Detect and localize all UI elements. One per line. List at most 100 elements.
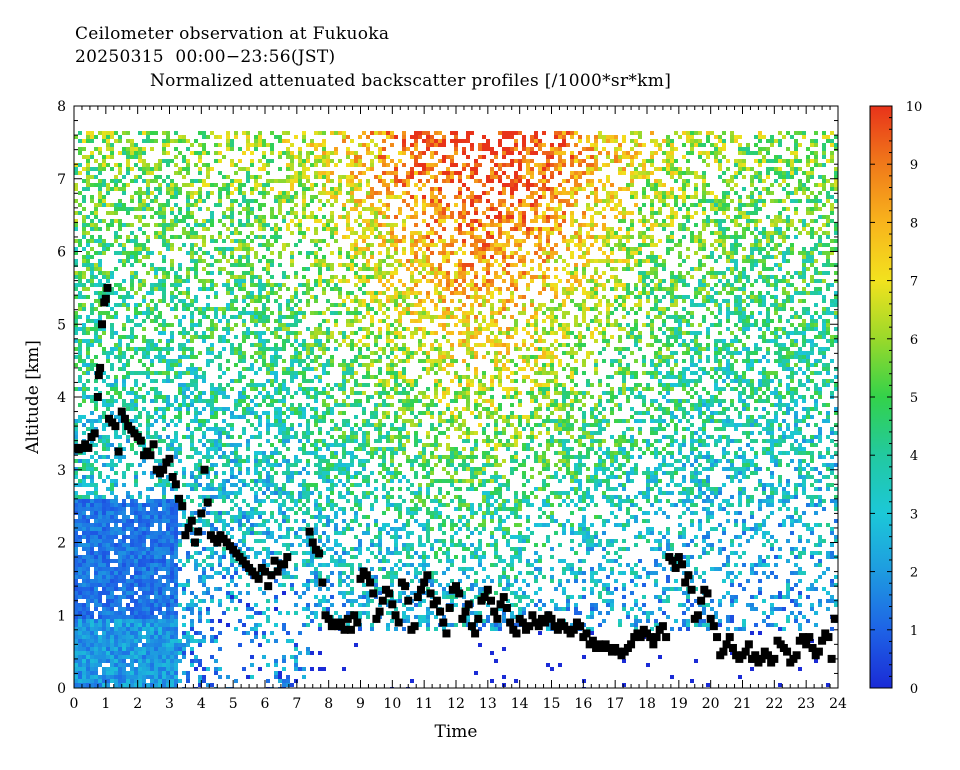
cloud-base-point xyxy=(98,320,107,329)
cloud-base-point xyxy=(416,585,425,594)
cloud-base-point xyxy=(741,647,750,656)
cloud-base-point xyxy=(168,473,177,482)
cloud-base-point xyxy=(187,516,196,525)
cloud-base-point xyxy=(722,640,731,649)
cloud-base-point xyxy=(681,578,690,587)
x-tick-label: 22 xyxy=(765,696,783,712)
cloud-base-point xyxy=(315,549,324,558)
cloud-base-point xyxy=(203,498,212,507)
cloud-base-point xyxy=(582,629,591,638)
cloud-base-point xyxy=(353,618,362,627)
colorbar-ticks: 0 1 2 3 4 5 6 7 8 9 10 xyxy=(870,100,922,697)
x-tick-label: 20 xyxy=(702,696,720,712)
cloud-base-point xyxy=(93,393,102,401)
y-tick-label: 4 xyxy=(57,390,66,406)
x-tick-label: 10 xyxy=(383,696,401,712)
x-tick-label: 4 xyxy=(197,696,206,712)
cloud-base-point xyxy=(394,618,403,627)
cloud-base-point xyxy=(461,607,470,616)
cloud-base-point xyxy=(512,629,521,638)
cloud-base-point xyxy=(261,567,269,576)
cloud-base-point xyxy=(693,611,702,620)
cloud-base-point xyxy=(436,607,445,616)
cloud-base-point xyxy=(452,582,460,591)
cloud-base-point xyxy=(569,625,578,634)
x-tick-label: 18 xyxy=(638,696,656,712)
cloud-base-point xyxy=(356,574,365,583)
cloud-base-point xyxy=(423,571,432,580)
cloud-base-point xyxy=(117,407,126,416)
cloud-base-point xyxy=(471,629,480,638)
cloud-base-point xyxy=(171,480,180,489)
cloud-base-point xyxy=(149,440,158,449)
y-tick-label: 2 xyxy=(57,536,66,552)
cloud-base-point xyxy=(697,596,706,605)
y-tick-label: 3 xyxy=(57,463,66,479)
cloud-base-point xyxy=(824,633,833,642)
cloud-base-point xyxy=(439,618,448,627)
cloud-base-point xyxy=(496,600,505,609)
cloud-base-point xyxy=(200,465,209,474)
cloud-base-point xyxy=(343,614,352,623)
x-tick-label: 17 xyxy=(606,696,624,712)
cloud-base-point xyxy=(687,585,696,594)
cloud-base-point xyxy=(553,625,562,634)
cloud-base-point xyxy=(270,556,279,565)
colorbar-tick-label: 8 xyxy=(910,216,918,231)
cloud-base-point xyxy=(432,596,441,605)
cloud-base-point xyxy=(375,607,384,616)
cloud-base-point xyxy=(388,600,397,609)
cloud-base-point xyxy=(378,596,387,605)
y-tick-label: 8 xyxy=(57,99,66,115)
cloud-base-point xyxy=(308,538,317,547)
cloud-base-point xyxy=(273,567,282,576)
cloud-base-point xyxy=(96,363,105,372)
cloud-base-point xyxy=(385,589,394,598)
cloud-base-point xyxy=(763,651,772,660)
y-tick-label: 0 xyxy=(57,681,66,697)
cloud-base-point xyxy=(366,578,375,587)
cloud-base-point xyxy=(346,625,355,634)
cloud-base-point xyxy=(264,582,273,591)
cloud-base-point xyxy=(146,451,155,460)
cloud-base-point xyxy=(442,629,451,638)
x-tick-label: 14 xyxy=(511,696,529,712)
backscatter-heatmap xyxy=(74,131,838,688)
title-product: Normalized attenuated backscatter profil… xyxy=(150,71,672,91)
cloud-base-point xyxy=(706,614,715,623)
cloud-base-point xyxy=(175,494,184,503)
cloud-base-point xyxy=(805,633,814,642)
cloud-base-point xyxy=(830,614,838,623)
cloud-base-point xyxy=(480,593,489,602)
cloud-base-point xyxy=(194,527,203,536)
cloud-base-point xyxy=(751,651,760,660)
y-tick-label: 1 xyxy=(57,608,66,624)
cloud-base-point xyxy=(658,622,667,631)
cloud-base-point xyxy=(467,622,476,631)
x-tick-label: 1 xyxy=(101,696,110,712)
colorbar-tick-label: 6 xyxy=(910,333,918,348)
cloud-base-point xyxy=(646,633,655,642)
cloud-base-point xyxy=(499,593,508,602)
cloud-base-point xyxy=(668,556,677,565)
cloud-base-point xyxy=(744,640,753,649)
cloud-base-point xyxy=(401,582,410,591)
y-tick-label: 7 xyxy=(57,172,66,188)
cloud-base-point xyxy=(111,422,120,431)
x-tick-label: 2 xyxy=(133,696,142,712)
cloud-base-point xyxy=(369,589,378,598)
colorbar-tick-label: 7 xyxy=(910,275,918,290)
x-tick-label: 3 xyxy=(165,696,174,712)
cloud-base-point xyxy=(725,633,734,642)
cloud-base-point xyxy=(770,654,779,663)
cloud-base-point xyxy=(757,654,766,663)
cloud-base-point xyxy=(114,447,123,456)
cloud-base-markers xyxy=(74,283,838,667)
cloud-base-point xyxy=(662,633,671,642)
cloud-base-point xyxy=(518,618,527,627)
cloud-base-point xyxy=(493,614,502,623)
colorbar-tick-label: 5 xyxy=(910,391,918,406)
cloud-base-point xyxy=(136,436,145,445)
cloud-base-point xyxy=(576,622,585,631)
x-tick-label: 5 xyxy=(229,696,238,712)
